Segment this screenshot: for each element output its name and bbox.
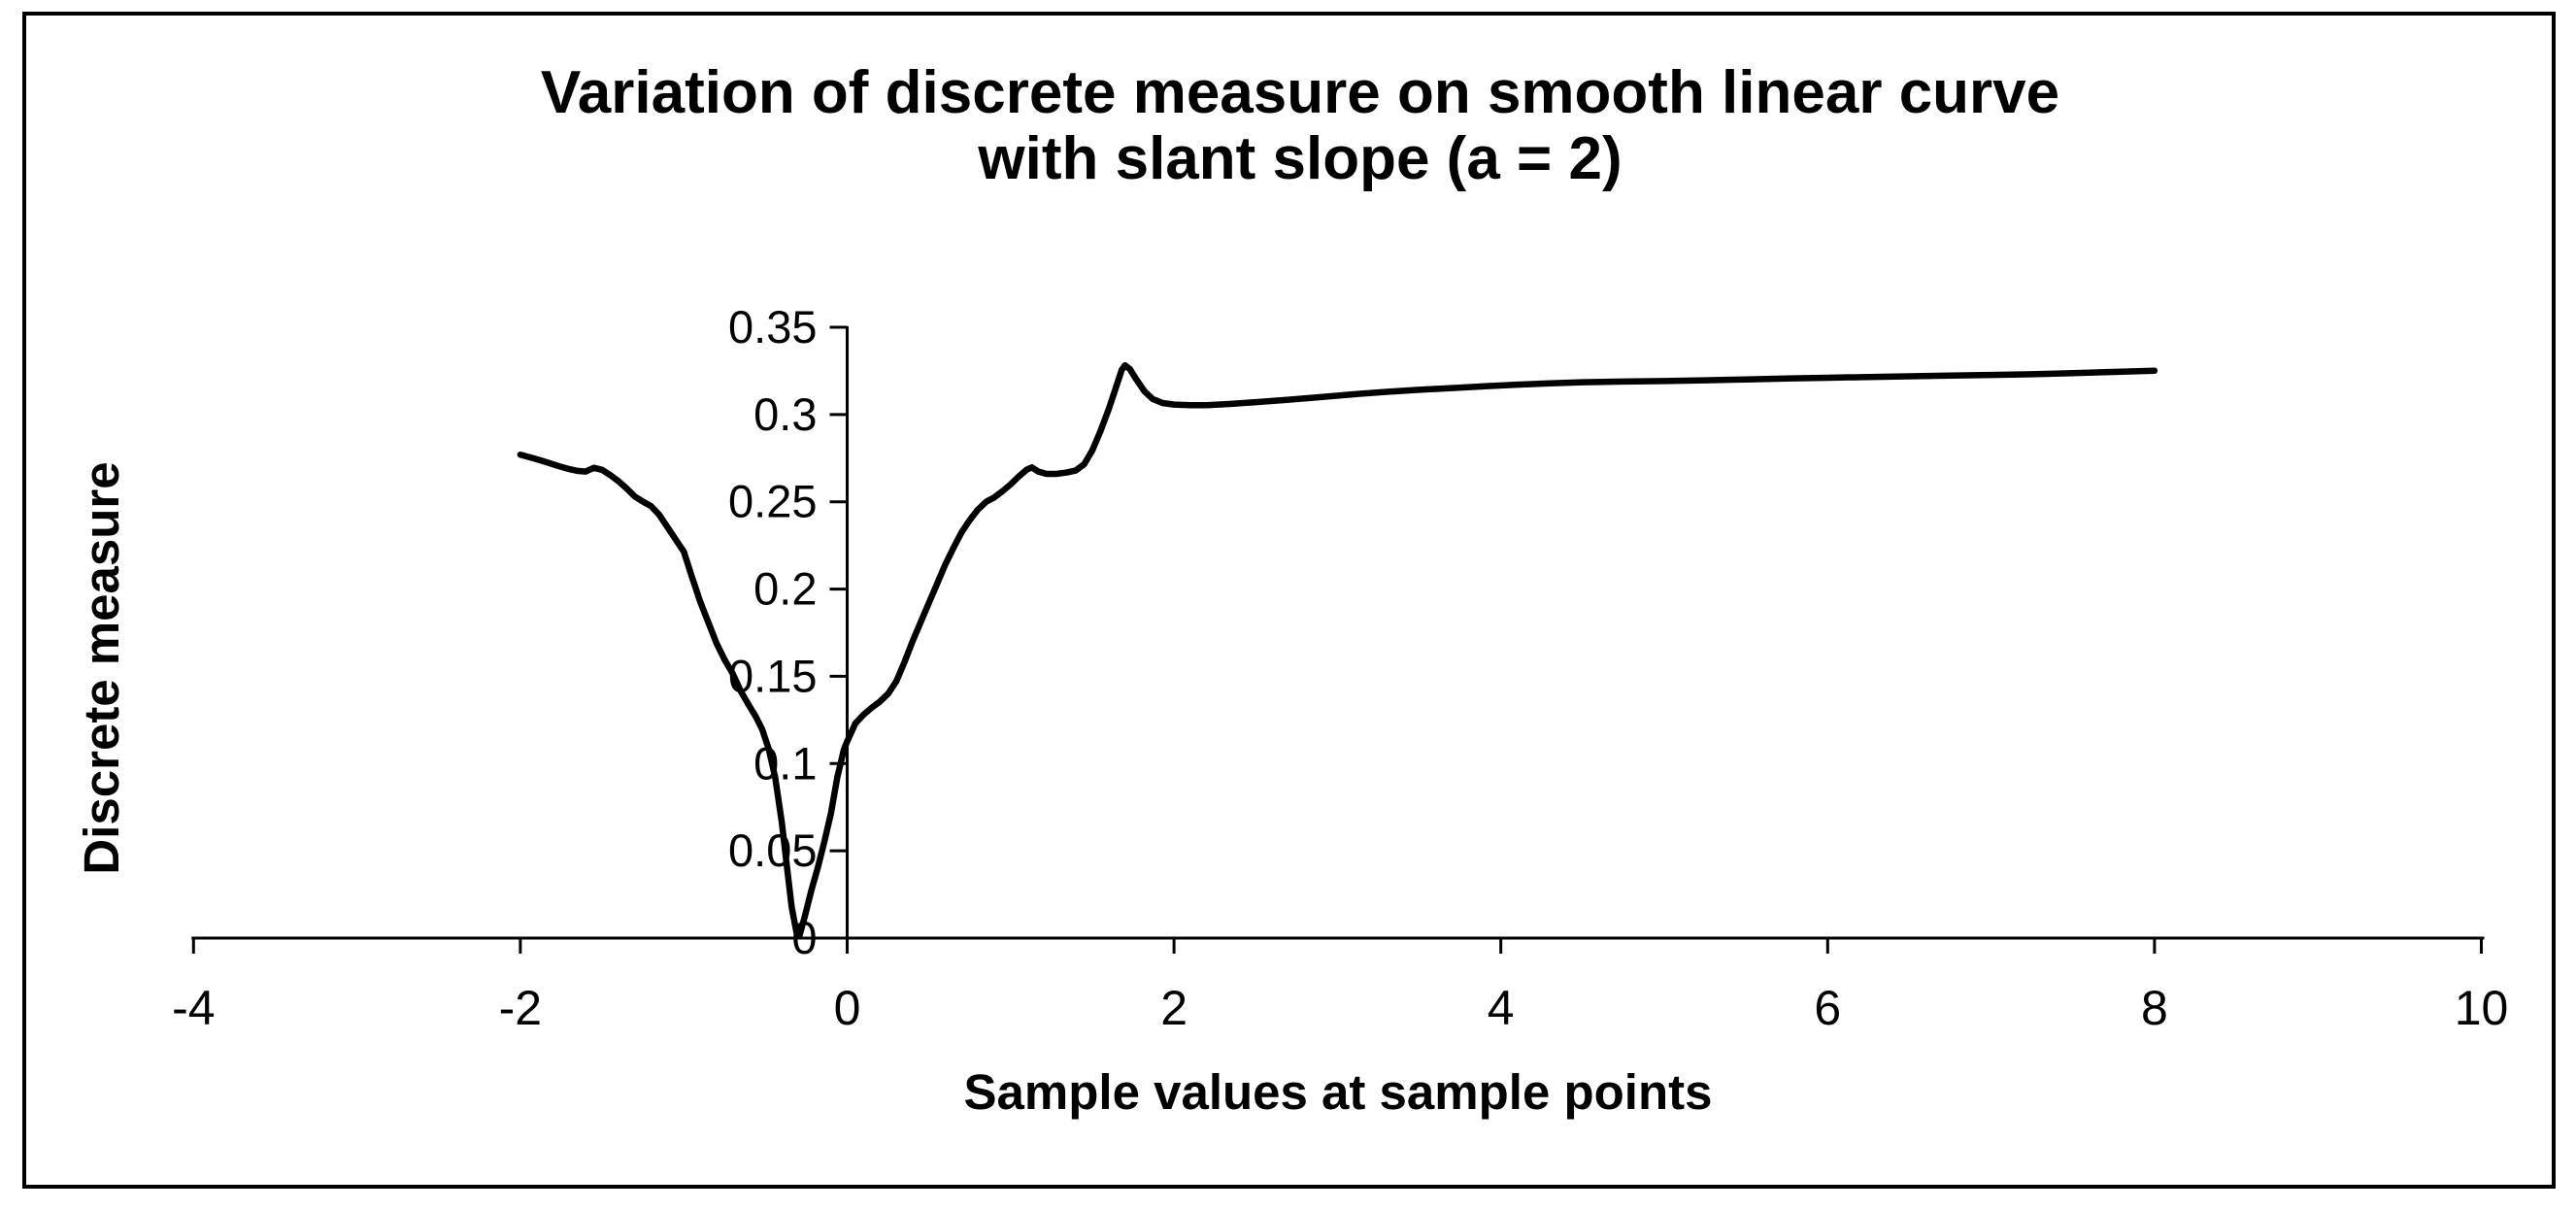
x-tick-label: 6	[1814, 981, 1841, 1035]
x-tick-label: -4	[172, 981, 215, 1035]
y-tick-label: 0.25	[728, 476, 817, 527]
x-tick-label: 8	[2141, 981, 2168, 1035]
y-tick-label: 0.2	[753, 563, 817, 615]
x-tick-label: -2	[499, 981, 542, 1035]
x-tick-label: 2	[1160, 981, 1188, 1035]
chart-title-line1: Variation of discrete measure on smooth …	[541, 59, 2059, 126]
y-tick-label: 0.1	[753, 737, 817, 789]
y-tick-label: 0.35	[728, 301, 817, 353]
y-axis-title: Discrete measure	[74, 461, 129, 874]
chart-title-line2: with slant slope (a = 2)	[977, 125, 1622, 192]
x-tick-label: 0	[834, 981, 861, 1035]
y-tick-label: 0.05	[728, 824, 817, 876]
y-tick-label: 0.3	[753, 388, 817, 440]
series-line	[517, 361, 2158, 938]
x-axis-title: Sample values at sample points	[964, 1064, 1713, 1120]
x-tick-label: 4	[1488, 981, 1515, 1035]
x-tick-label: 10	[2455, 981, 2509, 1035]
chart-border	[22, 12, 2556, 1189]
